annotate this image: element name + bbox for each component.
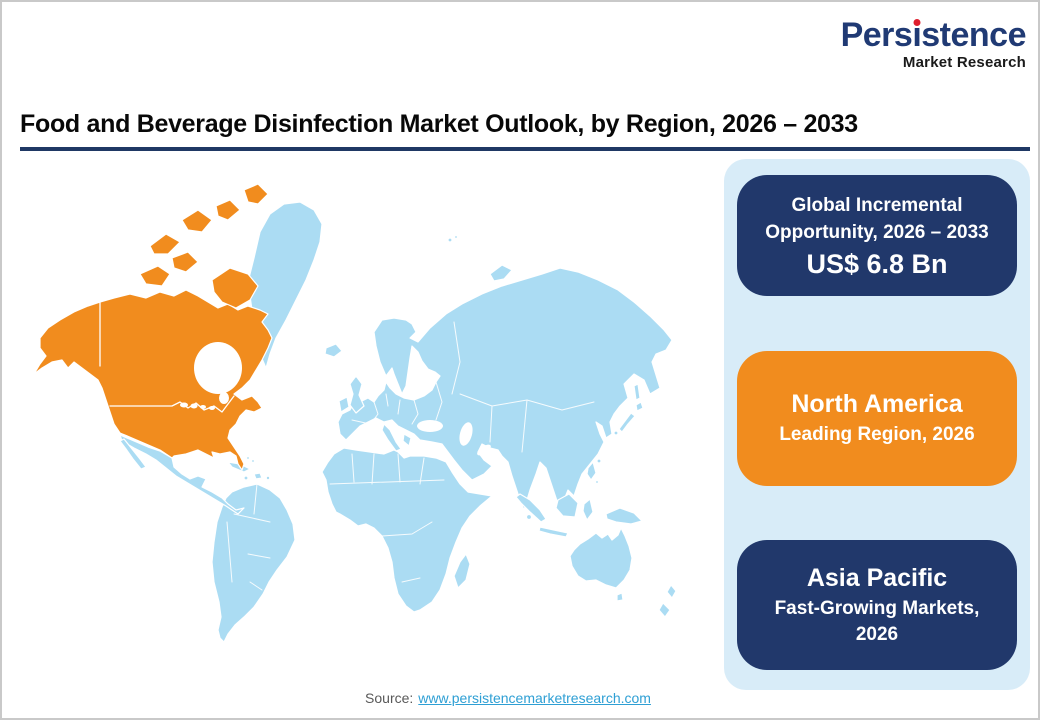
north-america-lakes [180,342,242,410]
source-label: Source: [365,690,414,706]
region-mexico-central-america [119,434,245,515]
logo-brand-text: Persistence [840,16,1027,54]
region-australia-oceania [569,527,677,618]
region-caribbean-islands [227,455,271,481]
region-north-america-highlight [33,183,273,471]
north-america-borders [99,301,235,413]
persistence-market-research-logo: Persistence Market Research [840,16,1027,71]
logo-brand-post: stence [921,16,1026,54]
region-north-atlantic-islands [324,234,513,414]
logo-red-dot-i: i [912,16,922,54]
region-south-america [211,483,296,643]
page-title: Food and Beverage Disinfection Market Ou… [20,110,858,138]
card-north-america: North America Leading Region, 2026 [737,351,1017,486]
card-global-incremental-opportunity: Global Incremental Opportunity, 2026 – 2… [737,175,1017,296]
world-map [22,162,722,690]
logo-tagline: Market Research [902,54,1026,71]
logo-brand-pre: Pers [840,16,913,54]
title-underline [20,147,1030,151]
source-line: Source: www.persistencemarketresearch.com [365,690,651,706]
highlights-panel: Global Incremental Opportunity, 2026 – 2… [724,159,1030,690]
region-southeast-asia-islands [515,383,644,538]
card-opportunity-label: Global Incremental Opportunity, 2026 – 2… [765,194,989,243]
region-africa [321,447,493,613]
card-asia-pacific: Asia Pacific Fast-Growing Markets, 2026 [737,540,1017,670]
card-north-america-subtitle: Leading Region, 2026 [779,424,975,445]
card-asia-pacific-title: Asia Pacific [806,563,948,592]
card-opportunity-value: US$ 6.8 Bn [806,248,948,279]
card-asia-pacific-subtitle: Fast-Growing Markets, 2026 [774,597,980,645]
card-north-america-title: North America [791,390,963,418]
inland-seas [409,352,491,456]
region-eurasia [337,267,673,515]
source-link[interactable]: www.persistencemarketresearch.com [418,690,651,706]
country-borders [226,321,595,591]
